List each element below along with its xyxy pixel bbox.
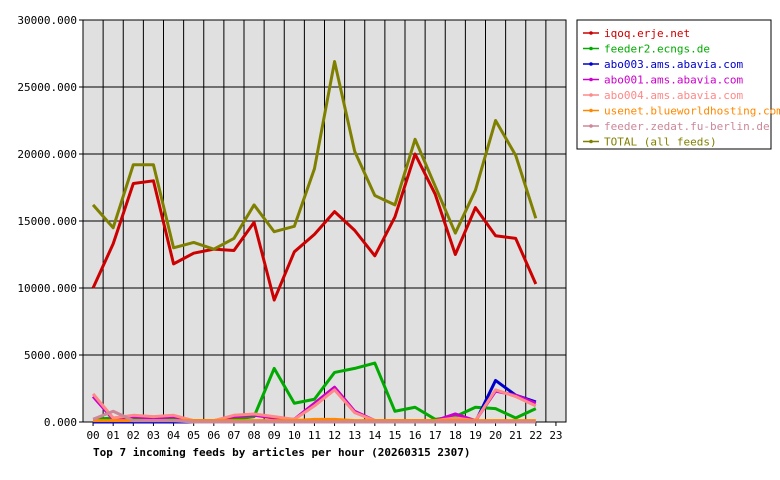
y-tick-label: 15000.000 (17, 215, 77, 228)
legend-label: abo003.ams.abavia.com (604, 58, 743, 71)
y-tick-label: 5000.000 (24, 349, 77, 362)
legend-label: feeder2.ecngs.de (604, 43, 710, 56)
y-tick-label: 25000.000 (17, 81, 77, 94)
y-tick-label: 20000.000 (17, 148, 77, 161)
legend-marker (589, 31, 593, 35)
x-tick-label: 09 (268, 429, 281, 442)
x-tick-label: 15 (388, 429, 401, 442)
series-line (91, 60, 538, 251)
legend-label: TOTAL (all feeds) (604, 136, 717, 149)
y-tick-label: 30000.000 (17, 14, 77, 27)
legend-marker (589, 124, 593, 128)
legend-marker (589, 46, 593, 51)
x-tick-label: 00 (86, 429, 99, 442)
x-tick-label: 08 (247, 429, 260, 442)
x-tick-label: 18 (449, 429, 462, 442)
x-tick-label: 21 (509, 429, 522, 442)
x-tick-label: 02 (127, 429, 140, 442)
legend-marker (589, 139, 593, 144)
grid (83, 19, 566, 423)
x-tick-label: 20 (489, 429, 502, 442)
series-line (91, 152, 538, 302)
x-tick-label: 13 (348, 429, 361, 442)
legend: iqoq.erje.net feeder2.ecngs.de abo003.ams.… (583, 27, 780, 149)
legend-label: feeder.zedat.fu-berlin.de (604, 120, 770, 133)
y-axis: 0.000 5000.000 10000.000 15000.000 20000.000… (17, 14, 83, 429)
x-axis: 00 01 02 03 04 05 06 07 08 09 10 11 12 13 14 15 16 17 18 19… (86, 422, 563, 442)
legend-marker (589, 108, 593, 113)
legend-label: usenet.blueworldhosting.com (604, 105, 780, 118)
x-tick-label: 10 (288, 429, 301, 442)
x-tick-label: 04 (167, 429, 181, 442)
x-tick-label: 17 (429, 429, 442, 442)
legend-box (576, 19, 772, 150)
x-tick-label: 12 (328, 429, 341, 442)
legend-marker (589, 62, 593, 66)
x-tick-label: 07 (227, 429, 240, 442)
series-lines (91, 60, 538, 424)
x-tick-label: 16 (408, 429, 421, 442)
x-tick-label: 03 (147, 429, 160, 442)
x-tick-label: 11 (308, 429, 321, 442)
series-line (91, 388, 537, 423)
x-tick-label: 14 (368, 429, 382, 442)
x-tick-label: 05 (187, 429, 200, 442)
legend-label: iqoq.erje.net (604, 27, 690, 40)
chart-title: Top 7 incoming feeds by articles per hou… (93, 446, 471, 459)
x-tick-label: 23 (549, 429, 562, 442)
legend-marker (589, 93, 593, 97)
legend-label: abo004.ams.abavia.com (604, 89, 743, 102)
x-tick-label: 19 (469, 429, 482, 442)
series-line (92, 409, 536, 424)
x-tick-label: 06 (207, 429, 220, 442)
legend-label: abo001.ams.abavia.com (604, 74, 743, 87)
y-tick-label: 10000.000 (17, 282, 77, 295)
x-tick-label: 01 (107, 429, 120, 442)
x-tick-label: 22 (529, 429, 542, 442)
y-tick-label: 0.000 (44, 416, 77, 429)
legend-marker (589, 77, 593, 82)
